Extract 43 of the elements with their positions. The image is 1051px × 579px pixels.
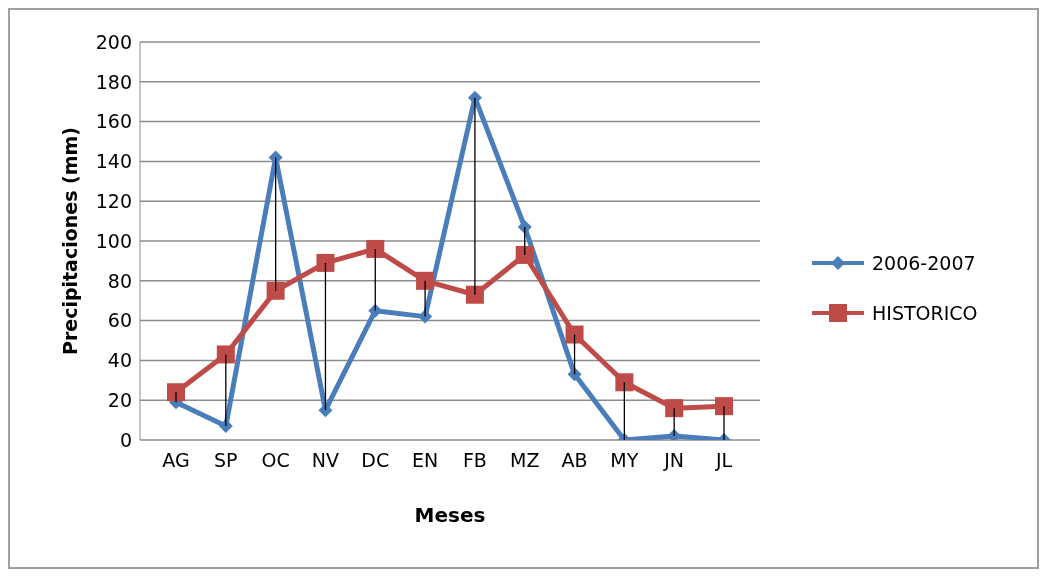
x-tick-label: JN: [663, 449, 685, 472]
legend-label: HISTORICO: [872, 302, 978, 324]
x-tick-label: OC: [261, 449, 290, 472]
point: [615, 373, 634, 392]
point: [665, 399, 684, 418]
x-tick-label: MZ: [510, 449, 540, 472]
x-tick-label: EN: [411, 449, 439, 472]
point: [517, 220, 532, 235]
x-tick-label: AG: [162, 449, 190, 472]
point: [715, 397, 733, 416]
point: [266, 281, 285, 300]
point: [465, 285, 484, 304]
legend-label: 2006-2007: [872, 252, 976, 274]
y-tick-label: 20: [107, 388, 132, 411]
y-tick-label: 160: [95, 110, 132, 133]
y-tick-label: 100: [95, 229, 132, 252]
y-tick-label: 120: [95, 189, 132, 212]
x-tick-label: MY: [610, 449, 639, 472]
y-tick-label: 80: [107, 269, 132, 292]
point: [316, 253, 335, 272]
point: [167, 383, 185, 402]
x-tick-label: SP: [214, 449, 238, 472]
y-tick-label: 180: [95, 70, 132, 93]
x-axis-title: Meses: [414, 503, 486, 527]
x-tick-label: FB: [462, 449, 487, 472]
x-tick-label: AB: [561, 449, 588, 472]
point: [515, 245, 534, 264]
point: [565, 325, 584, 344]
y-tick-label: 60: [107, 309, 132, 332]
point: [218, 419, 233, 434]
y-tick-label: 0: [119, 428, 132, 451]
point: [416, 271, 435, 290]
y-tick-label: 40: [107, 349, 132, 372]
y-tick-label: 140: [95, 150, 132, 173]
point: [368, 303, 383, 318]
y-axis-title: Precipitaciones (mm): [58, 126, 81, 356]
point: [216, 345, 235, 364]
x-tick-label: NV: [311, 449, 340, 472]
x-tick-label: DC: [361, 449, 390, 472]
point: [366, 239, 385, 258]
x-tick-label: JL: [714, 449, 733, 472]
y-tick-label: 200: [95, 30, 132, 53]
point: [567, 367, 582, 382]
